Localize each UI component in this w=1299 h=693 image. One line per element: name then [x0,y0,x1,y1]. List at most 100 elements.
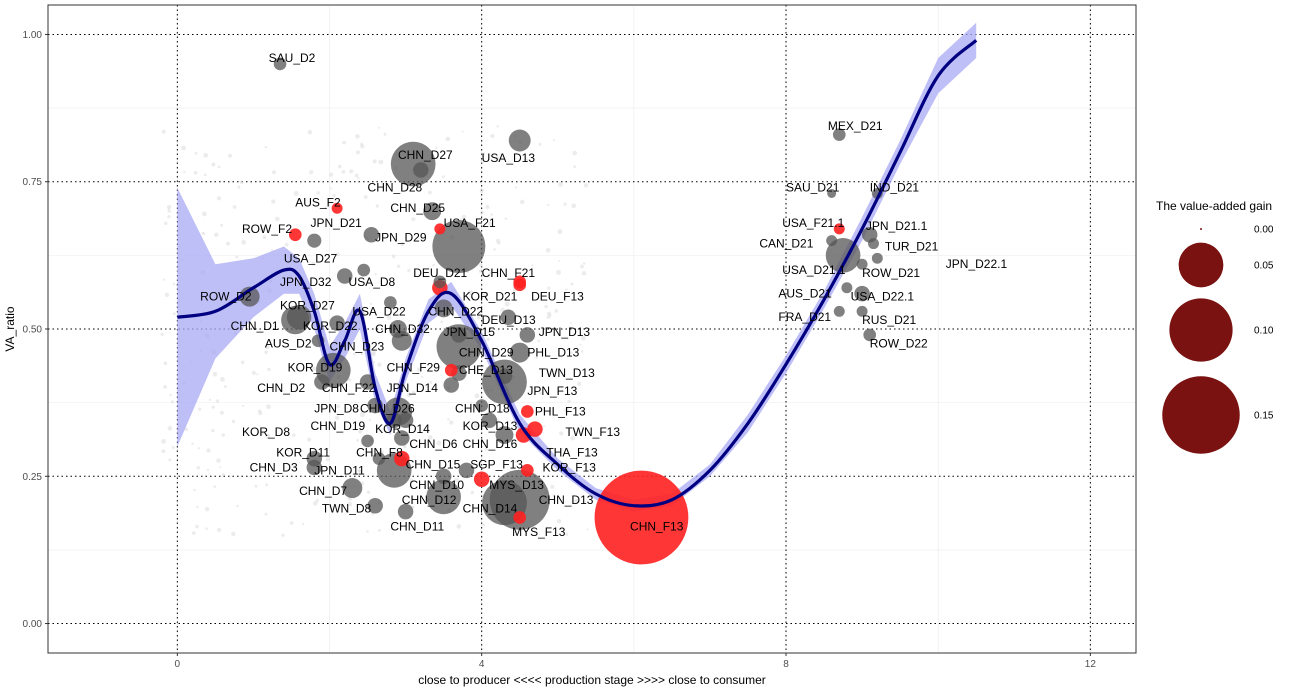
faint-point [356,150,360,155]
point-label: DEU_D13 [482,313,536,327]
faint-point [196,466,201,470]
point-label: TWN_D13 [539,366,595,380]
faint-point [559,431,564,436]
point-label: JPN_D29 [375,231,427,245]
faint-point [191,442,194,445]
faint-point [231,531,236,537]
point-label: CHN_D11 [390,519,444,533]
faint-point [360,351,364,355]
faint-point [337,164,342,169]
faint-point [220,377,225,382]
faint-point [486,337,490,342]
faint-point [259,228,263,232]
faint-point [162,278,165,281]
faint-point [312,501,318,506]
faint-point [488,271,492,275]
point-label: JPN_F13 [527,384,577,398]
faint-point [264,465,267,468]
point-label: JPN_D8 [314,402,359,416]
y-axis-title: VA_ratio [3,306,17,351]
point-label: CHN_D7 [299,484,347,498]
faint-point [449,150,452,154]
faint-point [552,494,556,497]
point-usa-d22 [384,296,397,309]
point-usa-d27 [307,233,322,248]
point-label: CHN_D16 [463,437,518,451]
point-label: CHN_D26 [360,402,415,416]
point-kor-d13 [481,412,498,429]
point-label: THA_F13 [546,446,598,460]
point-label: DEU_F13 [531,290,584,304]
point-label: CHN_D18 [455,402,510,416]
point-sau-d2 [273,57,287,71]
faint-point [225,241,230,246]
faint-point [281,533,285,537]
faint-point [167,426,173,431]
faint-point [241,404,245,407]
point-kor-d27 [286,304,312,330]
faint-point [570,351,573,355]
point-label: CHN_D6 [409,437,457,451]
point-fra-d21 [833,305,845,317]
point-jpn-d32 [336,268,353,284]
faint-point [349,169,354,174]
x-tick-label: 0 [175,659,181,670]
faint-point [429,380,433,384]
faint-point [265,433,271,439]
faint-point [169,393,172,397]
point-label: USA_F21.1 [782,216,844,230]
faint-point [369,302,373,306]
faint-point [224,385,227,388]
faint-point [495,156,500,160]
point-label: AUS_D21 [778,287,832,301]
faint-point [556,519,562,524]
point-usa-f21-1 [833,223,845,235]
faint-point [435,146,438,150]
faint-point [488,221,493,226]
faint-point [161,129,166,134]
point-kor-d14 [397,412,414,429]
point-can-d21 [826,235,838,247]
faint-point [473,422,479,428]
faint-point [219,410,224,415]
faint-point [557,229,563,235]
point-kor-f13 [521,464,534,477]
point-label: CHN_F13 [630,519,684,533]
faint-point [491,154,495,158]
faint-point [538,142,542,146]
faint-point [264,145,268,149]
point-label: USA_D22.1 [851,290,915,304]
point-mys-d13 [473,471,490,487]
faint-point [459,218,462,221]
faint-point [468,290,474,296]
faint-point [264,512,268,516]
point-labels: SAU_D2 MEX_D21 CHN_D27 USA_D13 CHN_D28 SAU_D2… [200,51,1007,539]
faint-point [254,484,258,488]
x-tick-label: 8 [783,659,789,670]
point-label: CHN_D25 [390,201,445,215]
point-label: DEU_D21 [413,266,467,280]
point-label: CHN_D3 [250,460,298,474]
faint-point [293,190,299,196]
point-jpn-d13 [519,327,536,343]
faint-point [212,372,218,377]
faint-point [220,223,224,227]
point-twn-d8 [367,497,383,514]
faint-point [577,381,582,386]
point-jpn-d14 [443,377,459,393]
faint-point [558,182,563,187]
faint-point [432,263,435,267]
faint-point [449,464,452,467]
faint-point [160,332,164,336]
point-row-d22 [863,328,877,342]
smooth-curve [177,39,978,508]
faint-point [372,350,376,355]
point-label: KOR_D22 [303,319,358,333]
faint-point [198,407,202,411]
faint-point [428,435,433,440]
faint-point [216,458,221,463]
point-chn-d15 [394,450,410,467]
faint-point [352,352,356,356]
point-label: SAU_D2 [269,51,316,65]
